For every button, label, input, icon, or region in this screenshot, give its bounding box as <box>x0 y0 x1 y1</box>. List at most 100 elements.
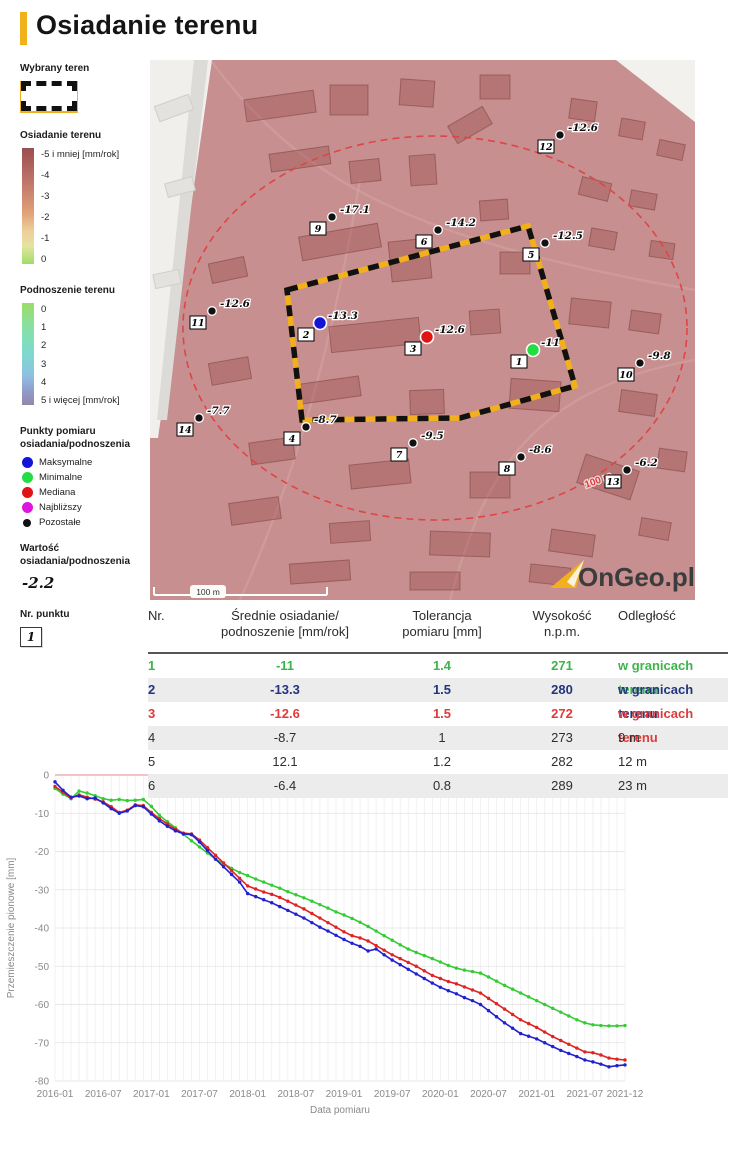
map-building <box>207 255 249 285</box>
other-point-dot <box>635 358 645 368</box>
series-marker <box>237 870 242 875</box>
point-color-dot <box>22 487 33 498</box>
table-cell-dist: 12 m <box>618 754 647 769</box>
point-number-label: 12 <box>539 142 553 153</box>
map-building <box>568 297 612 329</box>
series-marker <box>526 1021 531 1026</box>
series-marker <box>591 1050 595 1055</box>
map-building <box>409 571 461 591</box>
table-body: 1 -11 1.4 271 w granicach terenu 2 -13.3 1.5 280… <box>148 654 728 798</box>
table-row: 3 -12.6 1.5 272 w granicach terenu <box>148 702 728 745</box>
table-cell-tol: 1.5 <box>432 682 452 697</box>
series-marker <box>326 929 330 933</box>
series-marker <box>382 933 386 938</box>
other-point-dot <box>622 465 632 475</box>
y-tick-label: -80 <box>35 1077 50 1088</box>
point-number-box <box>510 354 528 369</box>
series-marker <box>526 995 531 999</box>
series-marker <box>149 804 154 809</box>
series-marker <box>117 797 121 802</box>
map-building <box>408 153 438 187</box>
point-number-box <box>522 247 540 262</box>
map-building <box>268 145 332 173</box>
map-building <box>288 559 352 585</box>
series-marker <box>446 963 451 968</box>
col-header-distance: Odległość <box>618 608 676 623</box>
points-legend-item-label: Mediana <box>39 487 76 498</box>
y-tick-label: -50 <box>35 962 50 973</box>
series-marker <box>221 865 226 869</box>
series-marker <box>510 1026 515 1030</box>
point-value-label: -9.8 <box>648 350 671 362</box>
point-number-label: 4 <box>289 434 296 445</box>
series-marker <box>615 1057 619 1061</box>
other-point-dot <box>516 452 526 462</box>
table-cell-tol: 0.8 <box>432 778 452 793</box>
points-legend-title: Punkty pomiaru osiadania/podnoszenia <box>20 426 131 450</box>
series-marker <box>133 798 137 802</box>
map-overlay <box>150 60 695 600</box>
series-marker <box>278 895 282 900</box>
series-marker <box>607 1065 611 1069</box>
series-marker <box>270 892 274 897</box>
uplift-gradient-bar <box>22 303 34 405</box>
map-building <box>468 308 502 336</box>
x-tick-label: 2016-01 <box>37 1089 74 1100</box>
series-marker <box>229 872 234 877</box>
series-marker <box>165 824 170 828</box>
series-marker <box>286 899 290 903</box>
x-tick-label: 2018-07 <box>277 1089 314 1100</box>
uplift-legend-title: Podnoszenie terenu <box>20 285 116 296</box>
table-cell-avg: -8.7 <box>273 730 297 745</box>
point-value-label: -8.7 <box>314 414 337 426</box>
y-tick-label: -70 <box>35 1038 50 1049</box>
table-cell-avg: -13.3 <box>270 682 300 697</box>
map-road <box>238 179 362 601</box>
x-tick-label: 2016-07 <box>85 1089 122 1100</box>
series-marker <box>358 936 362 940</box>
series-marker <box>93 796 97 800</box>
series-marker <box>350 933 354 938</box>
gradient-tick-label: 2 <box>41 340 47 352</box>
table-cell-height: 271 <box>551 658 573 673</box>
point-value-label: -12.6 <box>568 122 599 134</box>
series-marker <box>502 1021 507 1025</box>
series-marker <box>350 916 354 921</box>
series-marker <box>374 947 378 951</box>
series-marker <box>101 801 105 805</box>
series-marker <box>446 979 451 984</box>
series-marker <box>310 899 314 903</box>
point-number-box <box>176 422 194 437</box>
series-marker <box>486 996 491 1001</box>
series-marker <box>157 813 162 817</box>
series-marker <box>141 797 146 802</box>
series-marker <box>599 1023 603 1028</box>
series-marker <box>478 971 483 975</box>
subsidence-gradient-legend: -5 i mniej [mm/rok] -4 -3 -2 -1 0 <box>22 148 146 266</box>
y-tick-label: 0 <box>43 771 49 782</box>
series-marker <box>334 925 338 929</box>
series-marker <box>510 1012 515 1017</box>
series-marker <box>254 877 258 881</box>
other-point-dot <box>207 306 217 316</box>
series-marker <box>318 916 322 920</box>
series-marker <box>278 904 282 909</box>
series-marker <box>446 989 451 993</box>
series-marker <box>454 982 459 986</box>
series-marker <box>454 992 459 996</box>
map-building <box>656 138 686 162</box>
point-number-label: 1 <box>516 357 523 368</box>
x-tick-label: 2019-01 <box>326 1089 363 1100</box>
point-number-box <box>297 327 315 342</box>
x-tick-label: 2020-01 <box>422 1089 459 1100</box>
point-value-label: -12.6 <box>435 324 466 336</box>
point-number-label: 2 <box>302 330 310 341</box>
x-tick-label: 2017-07 <box>181 1089 218 1100</box>
series-marker <box>623 1063 627 1067</box>
other-point-dot <box>408 438 418 448</box>
series-marker <box>502 983 507 988</box>
map-building <box>243 89 317 123</box>
series-marker <box>205 845 210 850</box>
measurement-point: -8.7 4 <box>283 413 339 446</box>
table-cell-nr: 4 <box>148 730 156 745</box>
